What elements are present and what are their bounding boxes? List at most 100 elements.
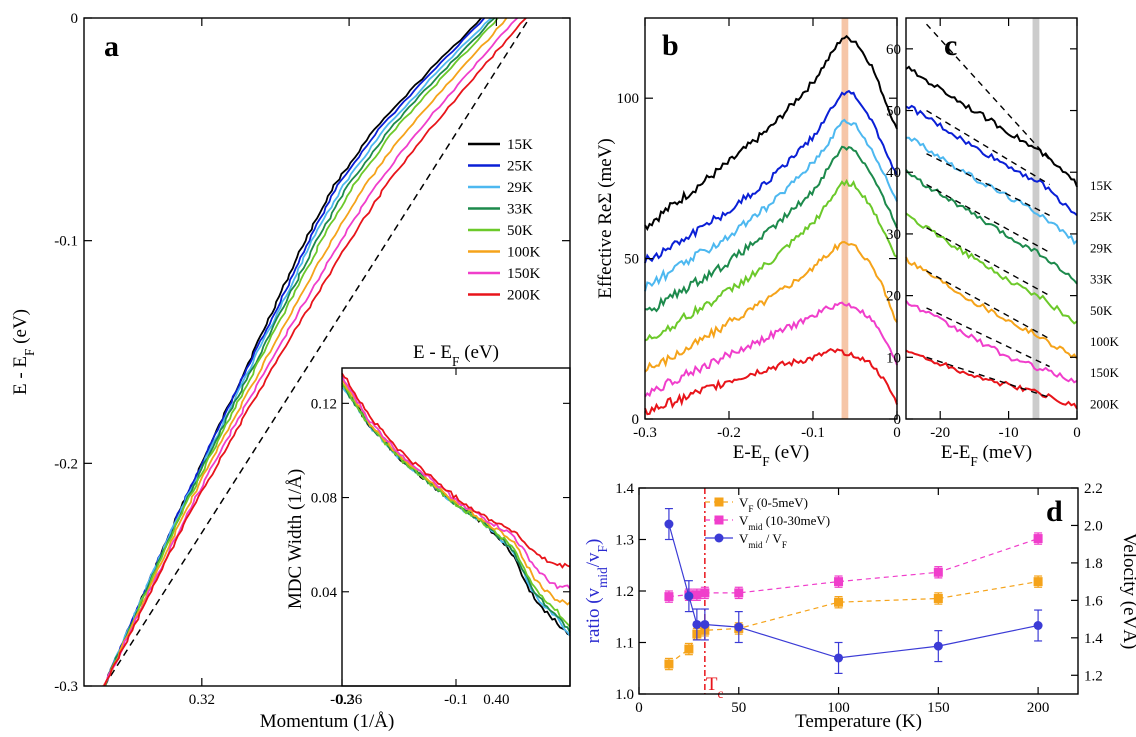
panel-c-side-label: 50K (1090, 303, 1113, 318)
panel-a-series-150K (103, 18, 519, 686)
panel-d-ylabel-left-part: mid (595, 567, 610, 588)
panel-a-ylabel-part: F (22, 349, 37, 356)
panel-d-ylabel-right: Velocity (eVÅ) (1119, 533, 1136, 650)
panel-d-point-square (700, 588, 710, 598)
panel-d-point-square (692, 590, 702, 600)
panel-c-ytick-label: 50 (886, 104, 901, 120)
panel-b-series-15K (644, 34, 898, 232)
panel-a-series-29K (103, 18, 493, 686)
panel-d-point-square (933, 593, 943, 603)
panel-d-tc-label: Tc (706, 674, 724, 701)
panel-d-legend-label: Vmid (10-30meV) (739, 513, 830, 532)
panel-d-ytick-label-left: 1.0 (615, 687, 634, 703)
panel-c-ytick-label: 40 (886, 165, 901, 181)
panel-a-ytick-label: -0.2 (54, 456, 78, 472)
inset-title-part: (eV) (459, 342, 499, 363)
panel-c-side-label: 150K (1090, 365, 1120, 380)
inset-frame (341, 367, 571, 687)
panel-a-plot (102, 18, 531, 686)
panel-d-ytick-label-left: 1.1 (615, 636, 634, 652)
panel-a-ylabel-part: (eV) (10, 309, 31, 349)
panel-c-series-100K (905, 256, 1078, 360)
panel-d-point-circle (834, 653, 844, 663)
panel-d-line-1 (668, 538, 1039, 598)
panel-b-series-29K (644, 118, 898, 292)
panel-a-legend-label: 15K (507, 137, 533, 153)
inset-ytick-label: 0.12 (311, 396, 337, 412)
panel-d-legend-label-part: F (782, 540, 787, 550)
inset-ytick-label: 0.08 (311, 491, 337, 507)
panel-c-xtick-label: -10 (999, 425, 1019, 441)
panel-d: 0 50 100 150 200 1.0 1.1 1.2 1.3 1.4 1.2 1.4 1.6 1.8 2… (583, 481, 1136, 732)
panel-d-legend-label-part: / V (763, 531, 783, 546)
panel-a-ytick-label: -0.3 (54, 679, 78, 695)
panel-c-series-150K (905, 300, 1078, 384)
panel-a-legend-label: 200K (507, 288, 541, 304)
panel-a-ytick-label: 0 (71, 11, 79, 27)
panel-d-xtick-label: 200 (1027, 700, 1050, 716)
inset-series-50K (341, 382, 571, 628)
panel-c-xlabel-part: E-E (941, 442, 971, 463)
panel-c-highlight-band (1032, 18, 1040, 419)
panel-c-frame (905, 17, 1078, 420)
panel-c-ytick-label: 60 (886, 42, 901, 58)
panel-c-ytick-label: 0 (894, 412, 902, 428)
panel-a-ylabel: E - EF (eV) (10, 309, 37, 395)
panel-d-point-circle (933, 641, 943, 651)
inset-xtick-label: -0.2 (330, 692, 354, 708)
panel-a: 0.32 0.36 0.40 0 -0.1 -0.2 -0.3 Momentum (1/Å) E… (10, 11, 571, 732)
panel-d-ytick-label-right: 1.2 (1084, 668, 1103, 684)
panel-d-point-square (834, 597, 844, 607)
panel-d-legend-label: Vmid / VF (739, 531, 787, 550)
panel-a-xtick-label: 0.40 (483, 692, 509, 708)
panel-d-legend-label-part: V (739, 531, 749, 546)
panel-d-ylabel-left-part: ) (583, 539, 604, 545)
panel-c-series-50K (905, 212, 1078, 325)
panel-d-point-square (1033, 577, 1043, 587)
panel-d-label: d (1046, 495, 1063, 528)
panel-d-line-2 (668, 523, 1039, 659)
panel-c-series-33K (905, 169, 1078, 285)
panel-d-xtick-label: 150 (927, 700, 950, 716)
panel-d-point-square (834, 577, 844, 587)
panel-c-side-label: 25K (1090, 209, 1113, 224)
panel-d-legend-label-part: mid (748, 522, 763, 532)
panel-b-series-25K (644, 89, 898, 264)
panel-a-legend-label: 150K (507, 266, 541, 282)
panel-a-legend-label: 100K (507, 245, 541, 261)
panel-b-xlabel: E-EF (eV) (733, 442, 810, 469)
panel-a-series-200K (103, 18, 527, 686)
panel-a-label: a (104, 30, 119, 63)
panel-a-xlabel: Momentum (1/Å) (260, 711, 395, 732)
panel-d-point-square (664, 659, 674, 669)
panel-d-point-circle (700, 619, 710, 629)
inset-series-100K (341, 379, 571, 606)
panel-d-point-square (1033, 534, 1043, 544)
panel-c-dashed-fit (926, 307, 1050, 368)
panel-c-dashed-fit (926, 23, 1051, 161)
panel-b-xlabel-part: (eV) (770, 442, 810, 463)
panel-d-tc-label-part: T (706, 674, 718, 695)
panel-b-series-200K (644, 347, 898, 416)
panel-d-ylabel-left-part: F (595, 545, 610, 552)
panel-c-side-label: 33K (1090, 272, 1113, 287)
inset-title-part: E - E (413, 342, 452, 363)
panel-a-frame (83, 17, 571, 687)
panel-d-xtick-label: 50 (731, 700, 746, 716)
panel-d-point-square (684, 644, 694, 654)
panel-d-legend-label-part: F (748, 504, 753, 514)
panel-c-ytick-label: 20 (886, 289, 901, 305)
panel-a-ylabel-part: E - E (10, 356, 31, 395)
panel-a-series-100K (102, 18, 508, 686)
panel-b-ytick-label: 50 (624, 252, 639, 268)
panel-d-legend-marker (714, 515, 724, 525)
panel-d-point-circle (734, 622, 744, 632)
panel-a-xtick-label: 0.36 (336, 692, 363, 708)
panel-d-legend-marker (714, 533, 724, 543)
panel-c-xlabel-part: F (970, 454, 977, 469)
panel-a-legend-label: 29K (507, 180, 533, 196)
panel-d-point-circle (684, 591, 694, 601)
panel-c-xtick-label: 0 (1073, 425, 1081, 441)
panel-c-xlabel-part: (meV) (978, 442, 1032, 463)
